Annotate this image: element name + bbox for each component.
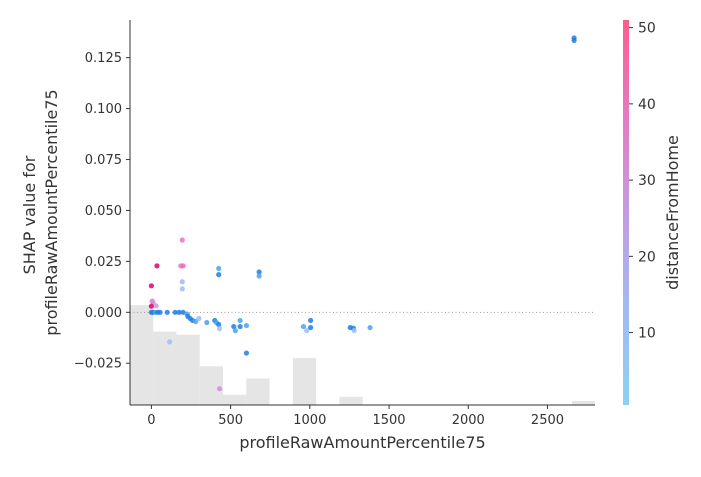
x-tick-label: 2500 (531, 413, 564, 428)
x-tick-label: 2000 (452, 413, 485, 428)
scatter-point (232, 328, 238, 334)
scatter-point (243, 350, 250, 356)
histogram-bar (246, 378, 270, 405)
y-tick-label: 0.100 (85, 102, 122, 117)
scatter-point (300, 323, 307, 330)
scatter-point (308, 324, 314, 331)
scatter-point (216, 386, 223, 392)
y-tick-label: 0.075 (85, 153, 122, 168)
histogram-layer (130, 305, 595, 405)
scatter-point (237, 323, 243, 330)
scatter-point (216, 321, 222, 328)
histogram-bar (292, 358, 317, 405)
x-tick-label: 1000 (293, 413, 326, 428)
scatter-point (571, 37, 577, 43)
scatter-point (351, 328, 357, 334)
scatter-point (231, 323, 237, 330)
colorbar-ticks: 10 20 30 40 50 (629, 21, 656, 342)
scatter-point (256, 269, 262, 275)
colorbar-tick-label: 30 (638, 173, 656, 189)
scatter-point (164, 309, 170, 315)
histogram-bar (572, 400, 595, 405)
scatter-point (256, 273, 262, 279)
x-axis-ticks: 0 500 1000 1500 2000 2500 (147, 405, 564, 428)
scatter-point (237, 317, 243, 324)
scatter-point (172, 309, 178, 315)
axes-layer (129, 20, 595, 406)
x-tick-label: 0 (147, 413, 155, 428)
y-axis-ticks: −0.025 0.000 0.025 0.050 0.075 0.100 0.125 (74, 51, 130, 372)
scatter-point (216, 272, 222, 278)
histogram-bar (130, 305, 154, 405)
colorbar-tick-label: 10 (638, 326, 656, 342)
y-tick-label: 0.125 (85, 51, 122, 66)
scatter-point (243, 322, 250, 329)
scatter-point (179, 279, 185, 285)
x-tick-label: 1500 (372, 413, 405, 428)
scatter-point (180, 309, 186, 315)
scatter-point (179, 286, 185, 292)
scatter-point (148, 283, 154, 289)
scatter-point (308, 317, 314, 324)
scatter-point (304, 328, 310, 334)
scatter-point (180, 263, 186, 269)
y-axis-label: SHAP value for profileRawAmountPercentil… (20, 89, 61, 335)
scatter-point (148, 303, 154, 309)
y-tick-label: 0.050 (85, 204, 122, 219)
scatter-point (167, 339, 173, 345)
scatter-point (157, 309, 163, 315)
histogram-bar (176, 334, 200, 405)
histogram-bar (199, 366, 223, 405)
y-tick-label: −0.025 (74, 357, 122, 372)
x-tick-label: 500 (218, 413, 243, 428)
colorbar-label: distanceFromHome (663, 135, 682, 290)
scatter-point (176, 309, 182, 315)
histogram-bar (223, 394, 247, 405)
scatter-point (179, 237, 185, 243)
colorbar-tick-label: 50 (638, 21, 656, 37)
scatter-point (196, 315, 202, 322)
scatter-point (204, 319, 210, 326)
y-tick-label: 0.025 (85, 255, 122, 270)
y-tick-label: 0.000 (85, 306, 122, 321)
y-axis-label-line-1: SHAP value for (20, 155, 39, 274)
scatter-point (216, 265, 222, 272)
scatter-point (216, 326, 223, 332)
y-axis-label-line-2: profileRawAmountPercentile75 (42, 89, 61, 335)
scatter-point (153, 303, 159, 309)
histogram-bar (339, 396, 363, 405)
scatter-point (367, 324, 373, 331)
colorbar-tick-label: 20 (638, 249, 656, 265)
histogram-bar (153, 331, 177, 405)
scatter-points-layer (148, 35, 577, 392)
colorbar (623, 20, 629, 405)
x-axis-label: profileRawAmountPercentile75 (239, 433, 485, 452)
scatter-point (154, 263, 160, 269)
colorbar-tick-label: 40 (638, 97, 656, 113)
